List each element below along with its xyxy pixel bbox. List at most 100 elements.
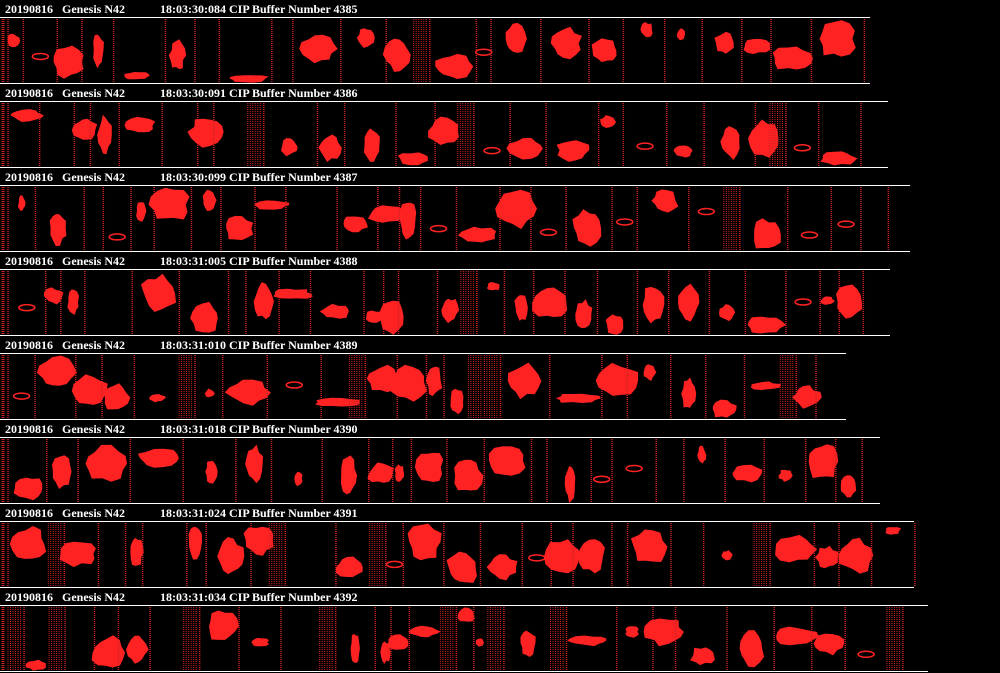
particle-image [382,38,411,72]
particle-image [885,527,902,535]
buffer-aircraft: Genesis N42 [62,422,125,436]
particle-ring [12,392,31,400]
buffer-label: CIP Buffer Number 4385 [229,2,358,16]
particle-image [642,286,665,324]
particle-image [572,209,602,247]
buffer-date: 20190816 [5,2,53,16]
buffer-aircraft: Genesis N42 [62,590,125,604]
particle-ring [483,146,501,155]
particle-image [9,526,47,559]
particle-image [475,638,484,647]
particle-image [813,633,845,656]
particle-ring [800,231,819,239]
buffer-label: CIP Buffer Number 4391 [229,506,358,520]
particle-image [251,637,270,647]
buffer-time: 18:03:31:018 [160,422,226,436]
particle-image [202,189,217,211]
particle-image [678,283,700,322]
buffer-time: 18:03:30:084 [160,2,226,16]
particle-image [791,385,822,409]
particle-image [840,475,857,498]
particle-ring [108,233,126,241]
buffer-date: 20190816 [5,170,53,184]
particle-image [319,303,349,319]
particle-image [243,526,274,556]
particle-ring [385,560,404,569]
particle-image [407,523,442,561]
particle-image [71,118,98,140]
buffer-aircraft: Genesis N42 [62,86,125,100]
particle-image [532,287,568,317]
buffer-label: CIP Buffer Number 4389 [229,338,358,352]
buffer-time: 18:03:31:024 [160,506,226,520]
particle-image [625,626,639,638]
particle-image [819,20,856,57]
buffer-date: 20190816 [5,422,53,436]
buffer-time: 18:03:30:091 [160,86,226,100]
buffer-aircraft: Genesis N42 [62,2,125,16]
particle-image [36,355,77,386]
particle-image [488,446,526,476]
particle-ring [625,464,643,473]
particle-image [507,362,542,400]
buffer-time: 18:03:30:099 [160,170,226,184]
particle-image [71,374,108,405]
particle-image [446,551,477,583]
particle-image [388,364,427,402]
particle-image [739,630,765,668]
particle-image [820,296,835,305]
particle-image [397,152,428,166]
particle-image [681,377,697,408]
particle-image [775,534,818,563]
particle-image [505,22,527,53]
particle-image [148,187,190,220]
particle-image [556,140,590,162]
particle-ring [474,48,493,56]
particle-image [10,109,44,122]
particle-image [356,28,375,48]
buffer-strip: 20190816 Genesis N42 18:03:31:018 CIP Buffe… [0,422,880,504]
particle-image [506,137,543,160]
buffer-label: CIP Buffer Number 4390 [229,422,358,436]
particle-image [748,119,779,158]
particle-image [555,393,601,403]
particle-image [520,630,536,657]
particle-image [281,138,298,157]
particle-image [732,464,763,483]
particle-image [720,126,740,160]
particle-image [363,128,380,162]
particle-image [838,537,874,574]
particle-image [719,304,736,322]
particle-ring [528,554,546,562]
particle-ring [837,220,855,228]
particle-image [743,38,771,54]
particle-ring [793,144,812,152]
buffer-date: 20190816 [5,590,53,604]
buffer-date: 20190816 [5,86,53,100]
particle-image [53,45,84,79]
particle-image [428,116,459,145]
buffer-strip: 20190816 Genesis N42 18:03:31:005 CIP Buffe… [0,254,890,336]
buffer-aircraft: Genesis N42 [62,506,125,520]
particle-image [245,444,264,484]
particle-image [425,366,443,397]
particle-image [747,316,787,334]
particle-image [495,189,537,230]
particle-image [400,202,417,240]
buffer-aircraft: Genesis N42 [62,338,125,352]
particle-image [190,301,218,333]
particle-image [441,298,460,324]
particle-image [217,537,245,575]
buffer-label: CIP Buffer Number 4392 [229,590,358,604]
particle-image [394,464,405,483]
buffer-strip: 20190816 Genesis N42 18:03:31:024 CIP Buffe… [0,506,916,588]
particle-ring [615,218,634,226]
buffer-aircraft: Genesis N42 [62,170,125,184]
particle-image [318,134,342,162]
particle-image [137,448,179,468]
particle-image [43,287,64,305]
particle-image [315,397,360,407]
particle-image [13,477,43,501]
particle-image [367,462,394,483]
